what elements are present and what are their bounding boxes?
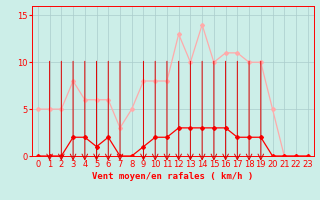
- X-axis label: Vent moyen/en rafales ( km/h ): Vent moyen/en rafales ( km/h ): [92, 172, 253, 181]
